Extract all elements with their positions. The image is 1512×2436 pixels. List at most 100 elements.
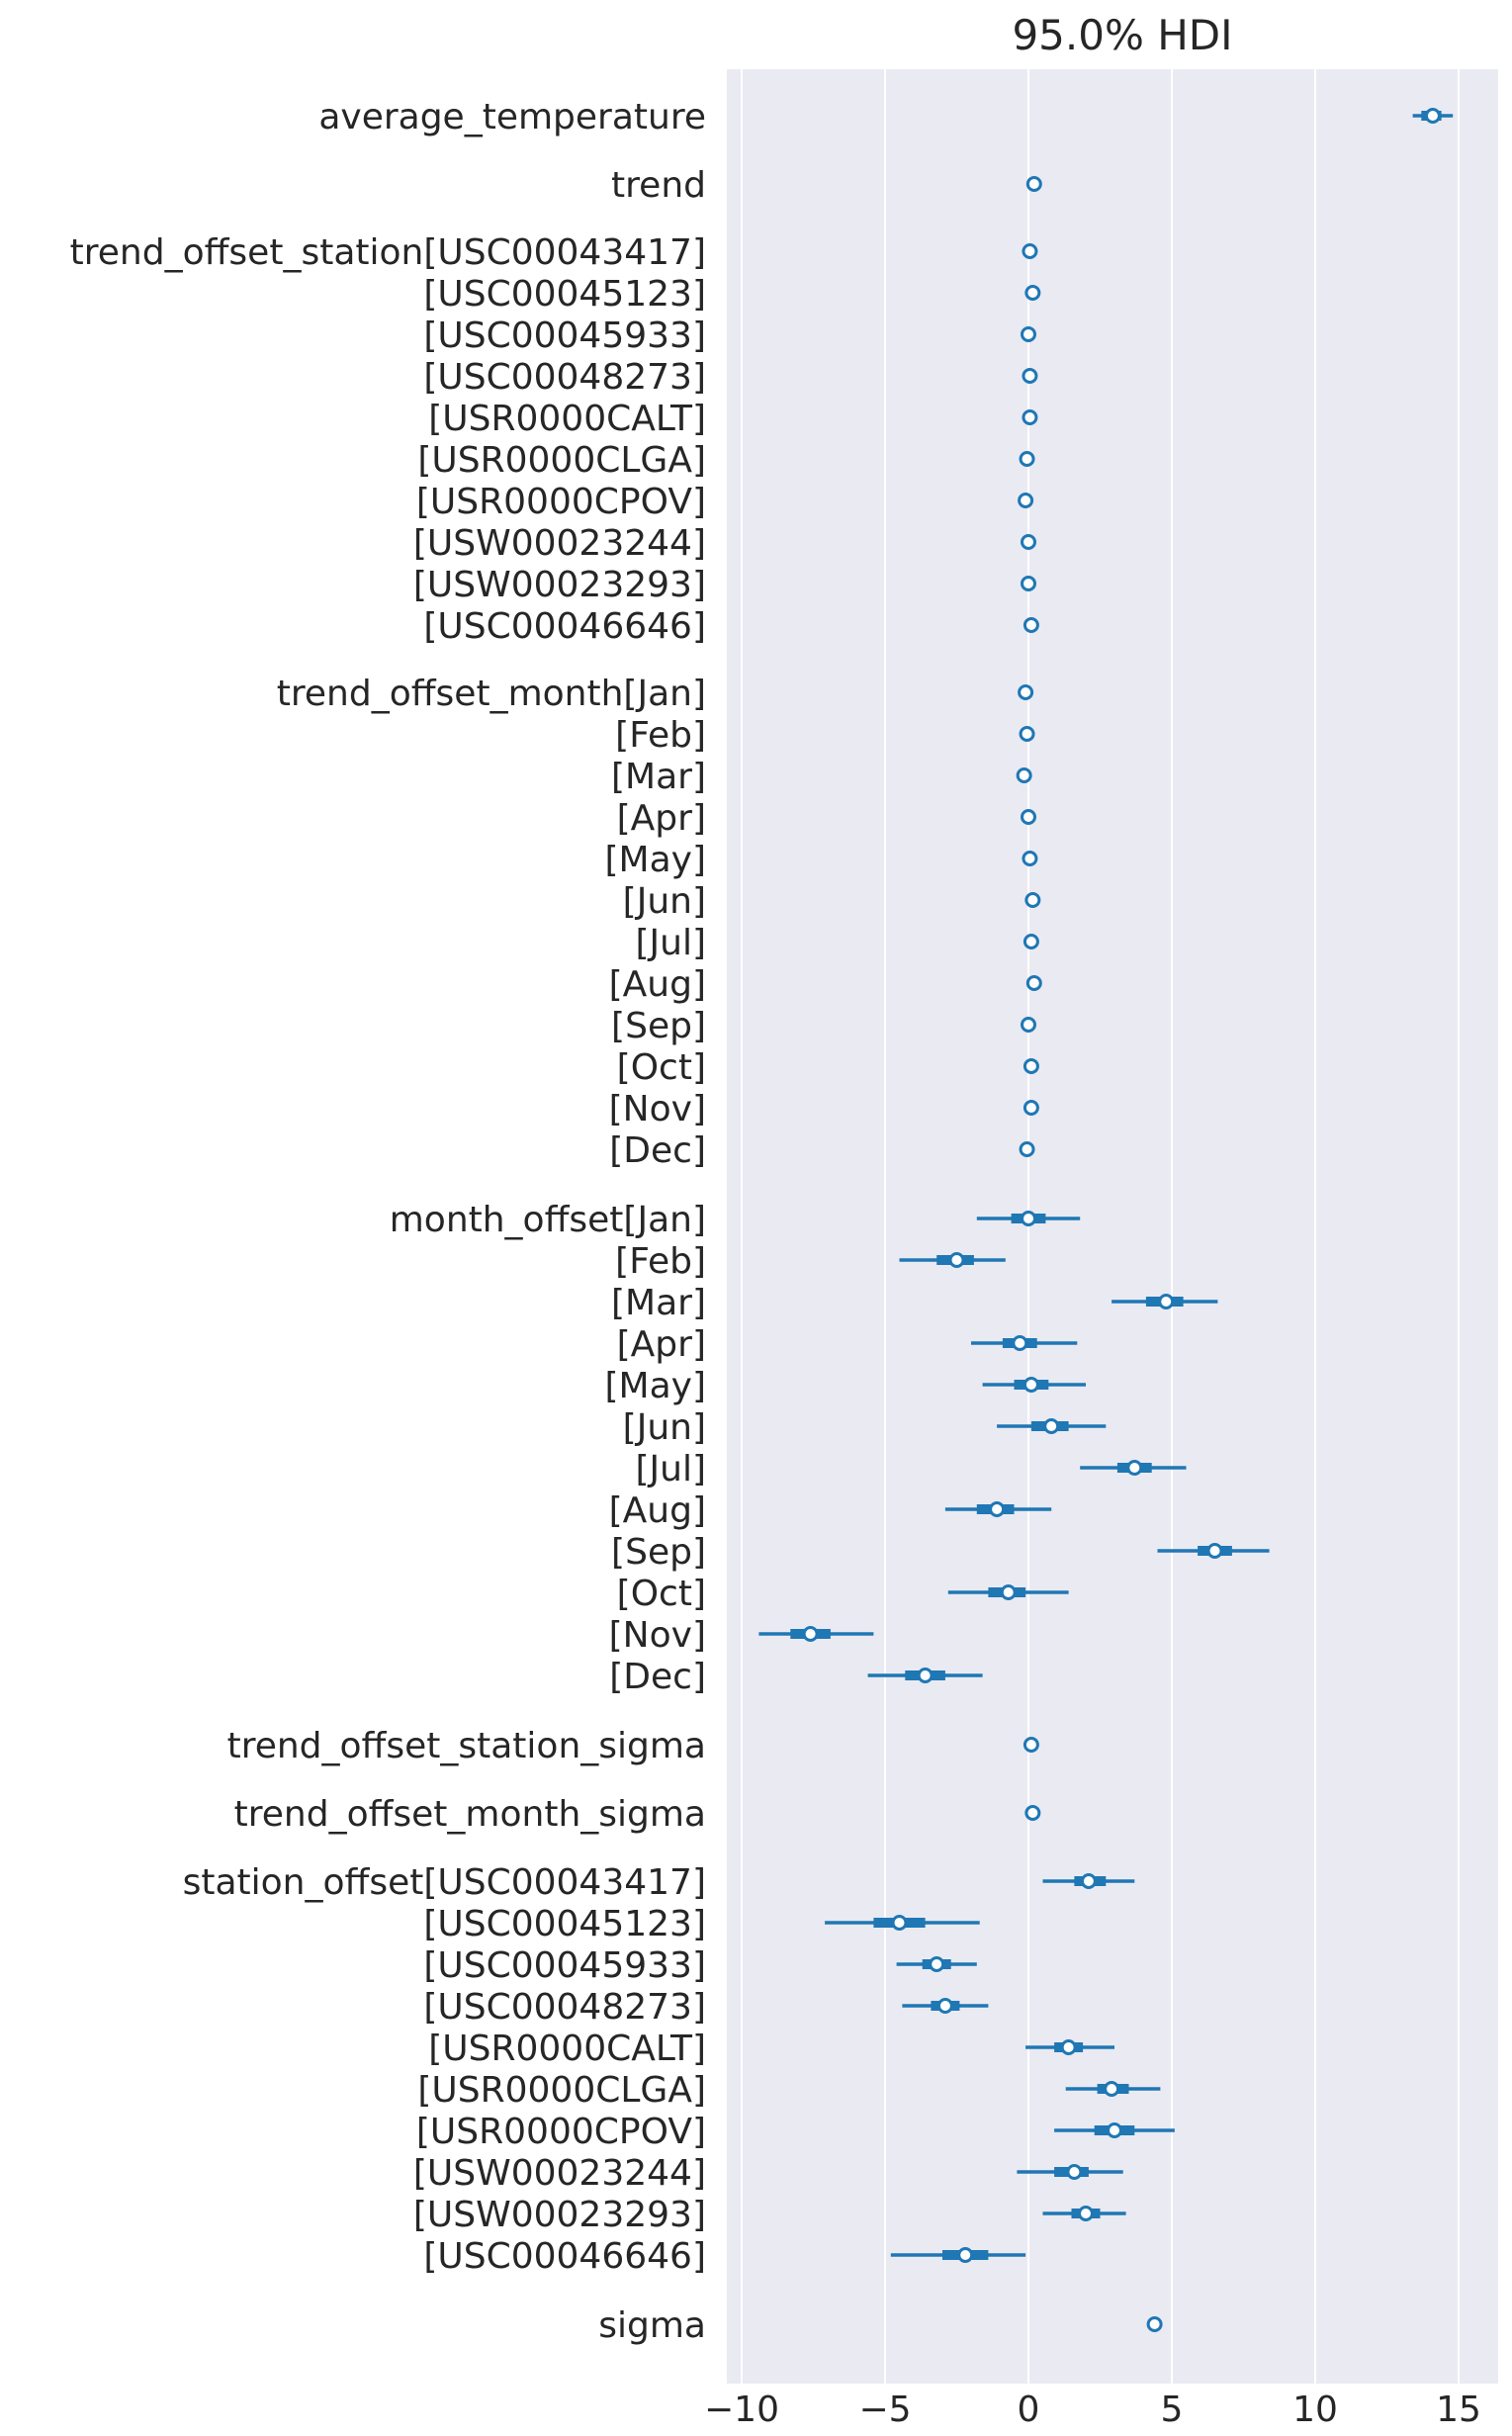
row-label: average_temperature — [318, 97, 706, 137]
row-label: [USC00048273] — [423, 357, 706, 398]
median-point — [1021, 576, 1036, 591]
median-point — [891, 1915, 908, 1931]
median-point — [929, 1956, 945, 1972]
forest-row — [1042, 2206, 1126, 2221]
row-label: [USC00045123] — [423, 274, 706, 315]
median-point — [1018, 493, 1034, 508]
median-point — [1107, 2122, 1122, 2138]
row-label: [USW00023293] — [413, 2195, 706, 2235]
forest-row — [1025, 176, 1042, 192]
median-point — [1019, 451, 1035, 467]
row-label: [Nov] — [609, 1615, 706, 1656]
median-point — [1021, 326, 1036, 342]
forest-row — [1023, 1737, 1039, 1753]
row-label: [USR0000CALT] — [428, 2029, 706, 2069]
median-point — [1024, 285, 1041, 301]
row-label: [USW00023293] — [413, 565, 706, 605]
median-point — [1023, 1737, 1039, 1753]
forest-row — [1065, 2081, 1161, 2097]
row-label: [Aug] — [609, 964, 706, 1005]
row-label: station_offset[USC00043417] — [183, 1862, 706, 1903]
median-point — [1022, 851, 1038, 866]
row-label: month_offset[Jan] — [390, 1200, 706, 1240]
row-label: trend_offset_station_sigma — [227, 1726, 706, 1766]
forest-row — [1021, 534, 1036, 550]
median-point — [1000, 1584, 1017, 1600]
median-point — [1012, 1335, 1028, 1351]
median-point — [802, 1626, 819, 1642]
row-label: [USR0000CPOV] — [416, 2112, 706, 2152]
forest-row — [899, 1252, 1006, 1268]
median-point — [1025, 176, 1042, 192]
row-label: [USR0000CPOV] — [416, 482, 706, 522]
forest-row — [1146, 2316, 1163, 2332]
forest-row — [982, 1377, 1086, 1393]
median-point — [1104, 2081, 1120, 2097]
row-label: [May] — [604, 1366, 706, 1406]
forest-row — [1021, 576, 1036, 591]
forest-row — [1022, 409, 1038, 425]
forest-row — [1024, 1805, 1041, 1821]
forest-row — [1016, 767, 1032, 783]
row-label: [USW00023244] — [413, 523, 706, 564]
x-tick-label: 0 — [1018, 2390, 1040, 2430]
forest-row — [1042, 1873, 1135, 1889]
x-tick-label: −10 — [704, 2390, 779, 2430]
row-label: trend — [611, 165, 706, 206]
median-point — [1021, 809, 1036, 825]
forest-row — [976, 1211, 1081, 1226]
x-tick-label: −5 — [858, 2390, 911, 2430]
forest-row — [944, 1501, 1052, 1517]
row-label: [Jun] — [623, 1407, 706, 1448]
row-label: [USC00046646] — [423, 606, 706, 647]
median-point — [1060, 2039, 1077, 2055]
row-label: [USC00048273] — [423, 1987, 706, 2028]
forest-row — [1021, 1017, 1036, 1033]
row-label: [Nov] — [609, 1089, 706, 1129]
forest-row — [1023, 1100, 1039, 1116]
row-label: [USC00045933] — [423, 316, 706, 356]
median-point — [957, 2247, 974, 2263]
median-point — [1023, 617, 1039, 633]
median-point — [1080, 1873, 1097, 1889]
median-point — [1025, 975, 1042, 991]
forest-row — [1022, 851, 1038, 866]
forest-row — [890, 2247, 1026, 2263]
forest-row — [896, 1956, 977, 1972]
median-point — [1066, 2164, 1083, 2180]
row-label: sigma — [598, 2305, 706, 2346]
median-point — [1021, 1211, 1036, 1226]
forest-row — [1025, 2039, 1114, 2055]
median-point — [1022, 409, 1038, 425]
row-label: trend_offset_month_sigma — [234, 1794, 706, 1835]
forest-row — [971, 1335, 1078, 1351]
forest-row — [1022, 368, 1038, 384]
forest-row — [1080, 1460, 1187, 1476]
row-label: [Oct] — [617, 1574, 706, 1614]
forest-row — [1018, 493, 1034, 508]
row-label: trend_offset_station[USC00043417] — [70, 232, 706, 273]
row-label: [Apr] — [617, 798, 706, 839]
forest-row — [1024, 285, 1041, 301]
median-point — [917, 1668, 934, 1683]
row-label: [USW00023244] — [413, 2153, 706, 2194]
row-label: [USR0000CALT] — [428, 399, 706, 439]
row-label: [Mar] — [611, 757, 706, 797]
median-point — [948, 1252, 965, 1268]
median-point — [1146, 2316, 1163, 2332]
row-label: [Aug] — [609, 1490, 706, 1531]
median-point — [936, 1998, 953, 2014]
row-label: [Jun] — [623, 881, 706, 922]
row-label: [Apr] — [617, 1324, 706, 1365]
row-label: [USC00046646] — [423, 2236, 706, 2277]
forest-row — [1025, 975, 1042, 991]
row-label: [USC00045123] — [423, 1904, 706, 1944]
row-label: [Dec] — [609, 1130, 706, 1171]
forest-row — [902, 1998, 989, 2014]
plot-background — [727, 69, 1498, 2384]
row-label: trend_offset_month[Jan] — [277, 674, 706, 714]
median-point — [1022, 243, 1038, 259]
forest-row — [947, 1584, 1069, 1600]
x-axis-ticks: −10 −5 0 5 10 15 — [704, 2390, 1481, 2430]
row-label: [USC00045933] — [423, 1945, 706, 1986]
